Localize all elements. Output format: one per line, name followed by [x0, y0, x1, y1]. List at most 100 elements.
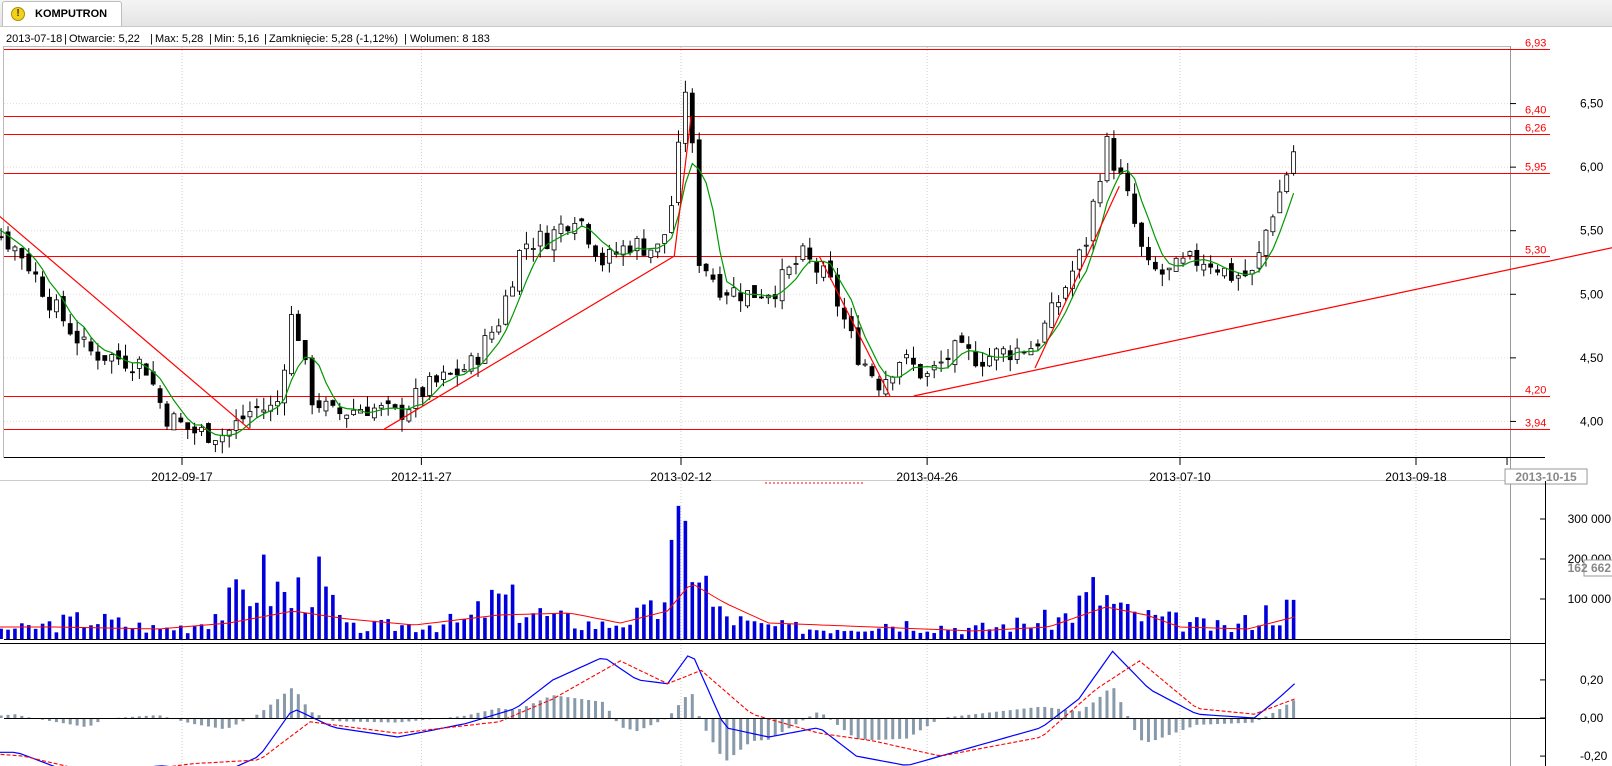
- macd-hist-bar: [711, 718, 715, 743]
- candle-body: [752, 285, 757, 298]
- stock-chart[interactable]: 2013-07-18 | Otwarcie: 5,22 | Max: 5,28 …: [0, 26, 1612, 766]
- candle-body: [1201, 263, 1207, 271]
- macd-hist-bar: [1057, 708, 1061, 718]
- volume-bar: [1195, 617, 1199, 639]
- volume-moving-average: [0, 584, 1295, 632]
- macd-hist-bar: [1008, 710, 1012, 718]
- candle-body: [81, 336, 87, 340]
- info-separator-1: |: [64, 33, 67, 45]
- macd-hist-bar: [462, 715, 466, 718]
- candle-body: [67, 323, 73, 335]
- candle-body: [434, 375, 439, 383]
- volume-bar: [566, 613, 570, 639]
- volume-bar: [365, 631, 370, 639]
- candle-body: [1097, 181, 1103, 204]
- volume-bar: [165, 627, 169, 639]
- candle-body: [199, 426, 204, 432]
- volume-bar: [1264, 605, 1268, 639]
- candle-body: [1256, 252, 1262, 269]
- volume-bar: [434, 632, 439, 639]
- candle-body: [226, 429, 232, 437]
- macd-hist-bar: [27, 717, 31, 718]
- candle-body: [1139, 222, 1144, 247]
- candle-body: [606, 248, 612, 264]
- candle-body: [282, 369, 287, 404]
- volume-bar: [1201, 618, 1206, 639]
- volume-bar: [379, 619, 384, 639]
- macd-hist-bar: [372, 718, 376, 723]
- macd-hist-bar: [276, 699, 280, 718]
- volume-bar: [884, 623, 888, 639]
- candle-body: [634, 237, 640, 252]
- level-label: 4,20: [1525, 385, 1546, 397]
- candle-body: [1083, 244, 1089, 247]
- volume-bar: [1125, 604, 1130, 639]
- volume-bar: [669, 539, 674, 639]
- trend-line: [673, 116, 692, 257]
- macd-hist-bar: [186, 718, 190, 723]
- candle-body: [530, 248, 536, 250]
- volume-bar: [1271, 625, 1275, 639]
- candle-body: [247, 411, 253, 418]
- volume-bar: [918, 632, 923, 639]
- volume-bar: [766, 624, 771, 639]
- volume-bar: [1098, 605, 1102, 639]
- volume-bar: [351, 622, 356, 639]
- macd-hist-bar: [96, 718, 100, 723]
- candle-body: [1284, 174, 1290, 192]
- macd-hist-bar: [54, 718, 58, 723]
- volume-bar: [462, 619, 467, 639]
- macd-hist-bar: [877, 718, 881, 740]
- macd-hist-bar: [856, 718, 860, 740]
- candle-body: [1111, 138, 1117, 171]
- candle-body: [60, 296, 66, 322]
- trend-line: [383, 255, 675, 430]
- volume-bar: [255, 602, 259, 639]
- volume-bar: [614, 625, 619, 639]
- candle-body: [980, 361, 985, 367]
- volume-bar: [642, 604, 646, 639]
- volume-tick-label: 300 000: [1568, 512, 1612, 526]
- candle-body: [441, 371, 446, 380]
- candle-body: [1152, 261, 1158, 270]
- macd-hist-bar: [676, 705, 680, 718]
- volume-bar: [496, 593, 501, 639]
- macd-hist-bar: [61, 718, 65, 724]
- macd-hist-bar: [918, 718, 922, 731]
- macd-hist-bar: [801, 718, 805, 721]
- macd-grid: [181, 645, 1417, 766]
- candle-body: [482, 335, 488, 364]
- volume-bar: [966, 627, 971, 639]
- candle-body: [123, 355, 128, 369]
- candle-body: [904, 354, 909, 359]
- macd-hist-bar: [469, 714, 473, 718]
- macd-hist-bar: [1126, 716, 1130, 718]
- candle-body: [130, 371, 135, 374]
- volume-bar: [621, 627, 625, 639]
- volume-current-value: 162 662: [1568, 561, 1612, 575]
- volume-current-badge: [1583, 559, 1612, 577]
- macd-hist-bar: [130, 716, 134, 718]
- macd-hist-bar: [594, 700, 598, 718]
- volume-bar: [455, 622, 460, 639]
- macd-hist-bar: [849, 718, 853, 736]
- candle-body: [558, 223, 564, 234]
- candle-body: [461, 369, 467, 372]
- candle-body: [26, 253, 32, 272]
- volume-bar: [469, 614, 473, 639]
- macd-axis: -0,20 0,00 0,20: [4, 673, 1608, 763]
- volume-bar: [559, 610, 563, 639]
- level-label: 5,30: [1525, 245, 1546, 257]
- volume-bar: [130, 628, 135, 639]
- macd-hist-bar: [490, 709, 494, 718]
- instrument-tab[interactable]: ! KOMPUTRON: [2, 1, 122, 26]
- date-tick-label: 2013-07-10: [1149, 470, 1211, 484]
- candle-body: [682, 91, 688, 144]
- macd-line: [0, 650, 1296, 766]
- candle-body: [800, 245, 806, 260]
- date-tick-label: 2012-09-17: [151, 470, 213, 484]
- candle-body: [54, 299, 59, 313]
- candle-body: [1132, 193, 1138, 224]
- date-tick-label: 2012-11-27: [391, 470, 452, 484]
- candle-body: [565, 226, 571, 232]
